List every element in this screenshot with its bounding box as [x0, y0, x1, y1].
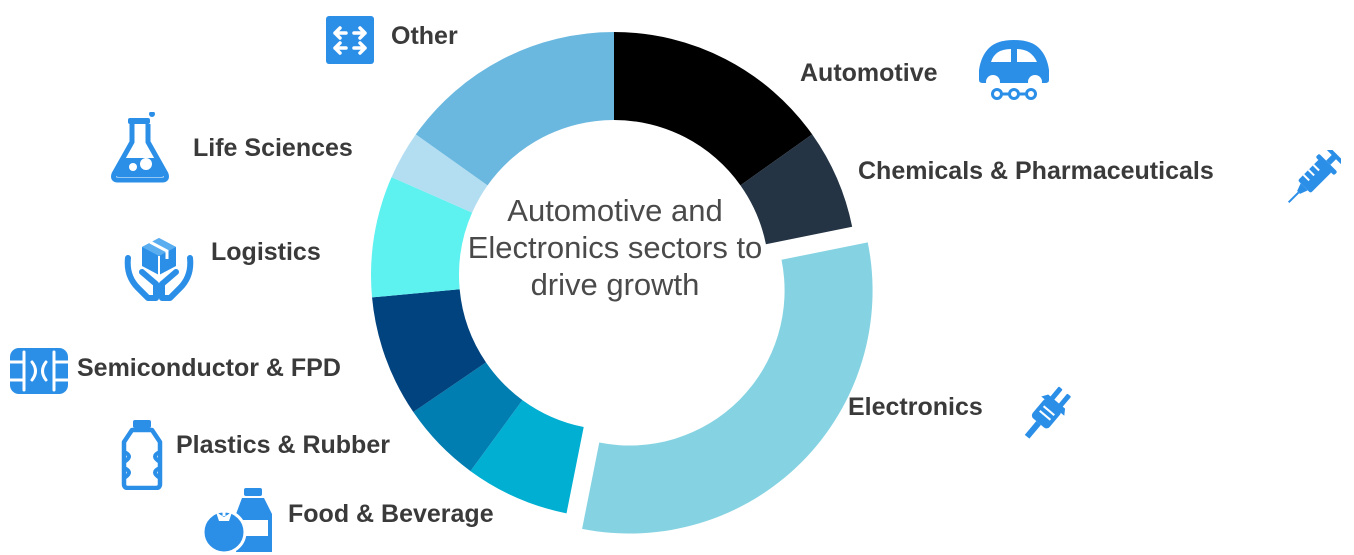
label-logistics: Logistics	[211, 238, 321, 266]
food-beverage-icon	[201, 488, 272, 554]
label-food-beverage: Food & Beverage	[288, 500, 494, 528]
segment-plastics-rubber	[413, 362, 523, 472]
car-icon	[979, 40, 1049, 100]
segment-electronics	[582, 242, 873, 534]
segment-logistics	[371, 177, 473, 298]
label-life-sciences: Life Sciences	[193, 134, 353, 162]
flask-icon	[111, 112, 169, 183]
segment-chemicals-pharmaceuticals	[740, 134, 853, 245]
segment-life-sciences	[391, 134, 488, 213]
label-plastics-rubber: Plastics & Rubber	[176, 431, 390, 459]
segment-other	[415, 31, 614, 186]
arrows-icon	[326, 16, 374, 64]
label-electronics: Electronics	[848, 393, 983, 421]
label-other: Other	[391, 22, 458, 50]
segment-food-beverage	[470, 400, 584, 514]
hands-box-icon	[124, 238, 194, 301]
label-chemicals-pharmaceuticals: Chemicals & Pharmaceuticals	[858, 157, 1214, 185]
segment-automotive	[614, 32, 813, 186]
bottle-icon	[121, 420, 163, 490]
syringe-icon	[1287, 150, 1341, 204]
segment-semiconductor-fpd	[372, 289, 486, 413]
chip-icon	[10, 348, 68, 394]
label-semiconductor-fpd: Semiconductor & FPD	[77, 354, 341, 382]
center-caption: Automotive and Electronics sectors to dr…	[467, 193, 763, 302]
donut-segments	[371, 31, 873, 534]
plug-icon	[1024, 386, 1071, 439]
label-automotive: Automotive	[800, 59, 938, 87]
